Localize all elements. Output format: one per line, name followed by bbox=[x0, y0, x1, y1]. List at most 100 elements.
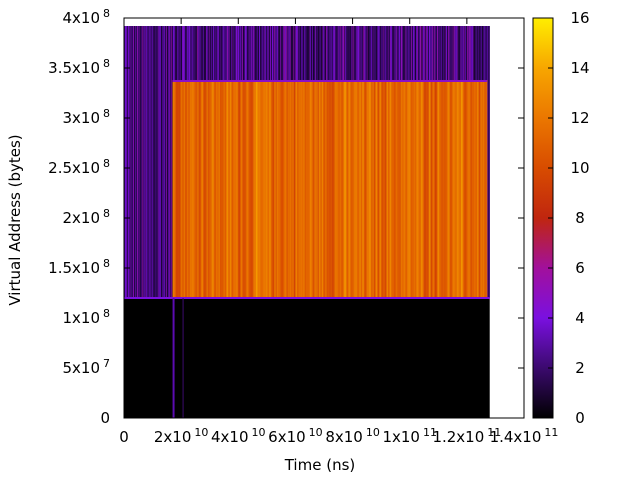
heat-cell bbox=[370, 80, 372, 298]
heat-cell bbox=[285, 80, 287, 298]
heat-cell bbox=[351, 80, 353, 298]
heat-cell bbox=[339, 80, 341, 298]
heat-cell bbox=[320, 80, 322, 298]
heat-cell bbox=[235, 80, 237, 298]
heat-cell bbox=[173, 80, 175, 298]
heat-cell bbox=[334, 80, 336, 298]
heat-cell bbox=[177, 80, 179, 298]
heat-cell bbox=[197, 80, 199, 298]
heat-cell bbox=[470, 80, 472, 298]
heat-cell bbox=[367, 80, 369, 298]
heat-cell bbox=[354, 80, 356, 298]
heat-cell bbox=[236, 80, 238, 298]
heat-cell bbox=[305, 80, 307, 298]
heat-cell bbox=[461, 80, 463, 298]
x-tick-label: 0 bbox=[119, 428, 129, 446]
heat-cell bbox=[401, 80, 403, 298]
heat-cell bbox=[303, 80, 305, 298]
heat-cell bbox=[176, 80, 178, 298]
colorbar: 0 2 4 6 8 10 12 14 16 bbox=[532, 9, 590, 427]
heat-cell bbox=[183, 80, 185, 298]
heat-cell bbox=[296, 80, 298, 298]
heat-cell bbox=[382, 80, 384, 298]
heat-cell bbox=[241, 80, 243, 298]
heat-cell bbox=[429, 80, 431, 298]
heat-cell bbox=[187, 80, 189, 298]
y-tick-label: 5x10 7 bbox=[62, 357, 110, 377]
heat-cell bbox=[316, 80, 318, 298]
heat-cell bbox=[281, 80, 283, 298]
heat-cell bbox=[482, 80, 484, 298]
heat-cell bbox=[212, 80, 214, 298]
heat-cell bbox=[340, 80, 342, 298]
heat-cell bbox=[486, 80, 488, 298]
heat-cell bbox=[405, 80, 407, 298]
heat-cell bbox=[483, 80, 485, 298]
heat-cell bbox=[489, 26, 490, 298]
heat-cell bbox=[307, 80, 309, 298]
heat-cell bbox=[223, 80, 225, 298]
heat-cell bbox=[128, 26, 129, 298]
heat-cell bbox=[264, 80, 266, 298]
heat-cell bbox=[422, 80, 424, 298]
heat-cell bbox=[179, 80, 181, 298]
heat-cell bbox=[452, 80, 454, 298]
heat-cell bbox=[385, 80, 387, 298]
heat-cell bbox=[386, 80, 388, 298]
heat-cell bbox=[480, 80, 482, 298]
heat-cell bbox=[181, 80, 183, 298]
heat-cell bbox=[397, 80, 399, 298]
heat-cell bbox=[420, 80, 422, 298]
heat-cell bbox=[297, 80, 299, 298]
heat-cell bbox=[130, 26, 131, 298]
colorbar-tick-label: 0 bbox=[575, 409, 585, 427]
heat-cell bbox=[301, 80, 303, 298]
heat-cell bbox=[134, 26, 135, 298]
heat-cell bbox=[308, 80, 310, 298]
heat-cell bbox=[396, 80, 398, 298]
heat-cell bbox=[218, 80, 220, 298]
heat-cell bbox=[137, 26, 138, 298]
heat-cell bbox=[141, 26, 142, 298]
heat-cell bbox=[366, 80, 368, 298]
heat-cell bbox=[399, 80, 401, 298]
heat-cell bbox=[233, 80, 235, 298]
heat-cell bbox=[426, 80, 428, 298]
heat-cell bbox=[313, 80, 315, 298]
heat-cell bbox=[165, 26, 166, 298]
heat-cell bbox=[344, 80, 346, 298]
heat-cell bbox=[464, 80, 466, 298]
heat-cell bbox=[219, 80, 221, 298]
heat-cell bbox=[240, 80, 242, 298]
heat-cell bbox=[228, 80, 230, 298]
heat-cell bbox=[419, 80, 421, 298]
heat-cell bbox=[242, 80, 244, 298]
heat-cell bbox=[469, 80, 471, 298]
y-tick-label: 3x10 8 bbox=[62, 107, 110, 127]
heat-cell bbox=[270, 80, 272, 298]
heat-cell bbox=[127, 26, 128, 298]
heat-cell bbox=[434, 80, 436, 298]
heat-cell bbox=[377, 80, 379, 298]
heat-cell bbox=[237, 80, 239, 298]
heat-cell bbox=[361, 80, 363, 298]
heat-cell bbox=[362, 80, 364, 298]
heat-cell bbox=[348, 80, 350, 298]
heat-cell bbox=[458, 80, 460, 298]
heat-cell bbox=[443, 80, 445, 298]
heat-cell bbox=[282, 80, 284, 298]
heat-cell bbox=[169, 26, 170, 298]
heat-cell bbox=[416, 80, 418, 298]
heat-cell bbox=[211, 80, 213, 298]
x-tick-label: 2x10 10 bbox=[154, 426, 209, 446]
heat-cell bbox=[306, 80, 308, 298]
heat-cell bbox=[479, 80, 481, 298]
heat-cell bbox=[421, 80, 423, 298]
heat-cell bbox=[229, 80, 231, 298]
heat-cell bbox=[363, 80, 365, 298]
heat-cell bbox=[204, 80, 206, 298]
heatmap-cells bbox=[124, 26, 490, 418]
heat-cell bbox=[342, 80, 344, 298]
heat-cell bbox=[449, 80, 451, 298]
y-tick-label: 3.5x10 8 bbox=[48, 57, 110, 77]
